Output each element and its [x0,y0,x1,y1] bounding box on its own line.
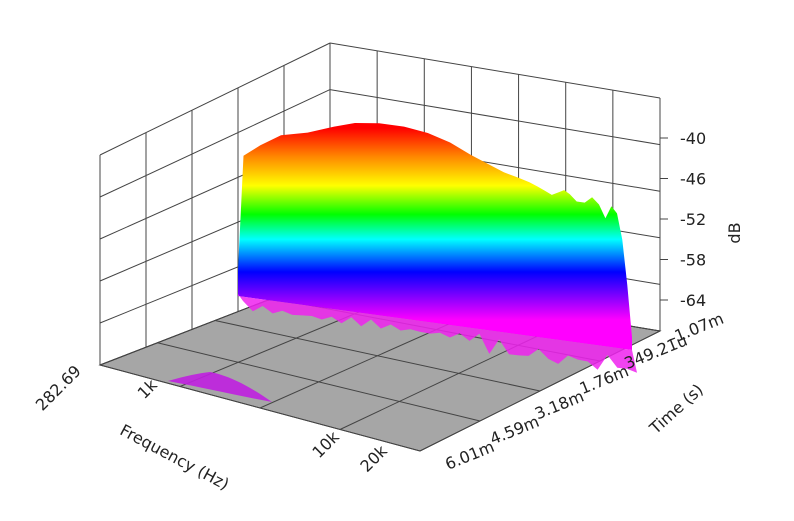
spectrum-surface [238,123,637,373]
z-tick-label: -52 [680,210,706,229]
x-axis-title: Frequency (Hz) [117,420,232,493]
z-axis-title: dB [725,222,744,243]
x-tick-label: 282.69 [32,361,85,414]
floor-ridge [168,372,272,402]
z-tick-label: -46 [680,170,706,189]
z-tick-label: -40 [680,129,706,148]
y-tick-label: 6.01m [442,437,497,474]
z-tick-label: -58 [680,251,706,270]
x-tick-label: 20k [356,441,391,476]
spectrum-surface-fill [238,123,632,350]
z-axis-ticks: -40 -46 -52 -58 -64 [660,129,706,310]
y-tick-label: 4.59m [487,412,542,449]
spectrum-decay-fringe [238,294,637,373]
y-tick-label: 3.18m [532,387,587,424]
y-axis-title: Time (s) [645,380,707,438]
x-tick-label: 10k [308,427,343,462]
z-tick-label: -64 [680,291,706,310]
